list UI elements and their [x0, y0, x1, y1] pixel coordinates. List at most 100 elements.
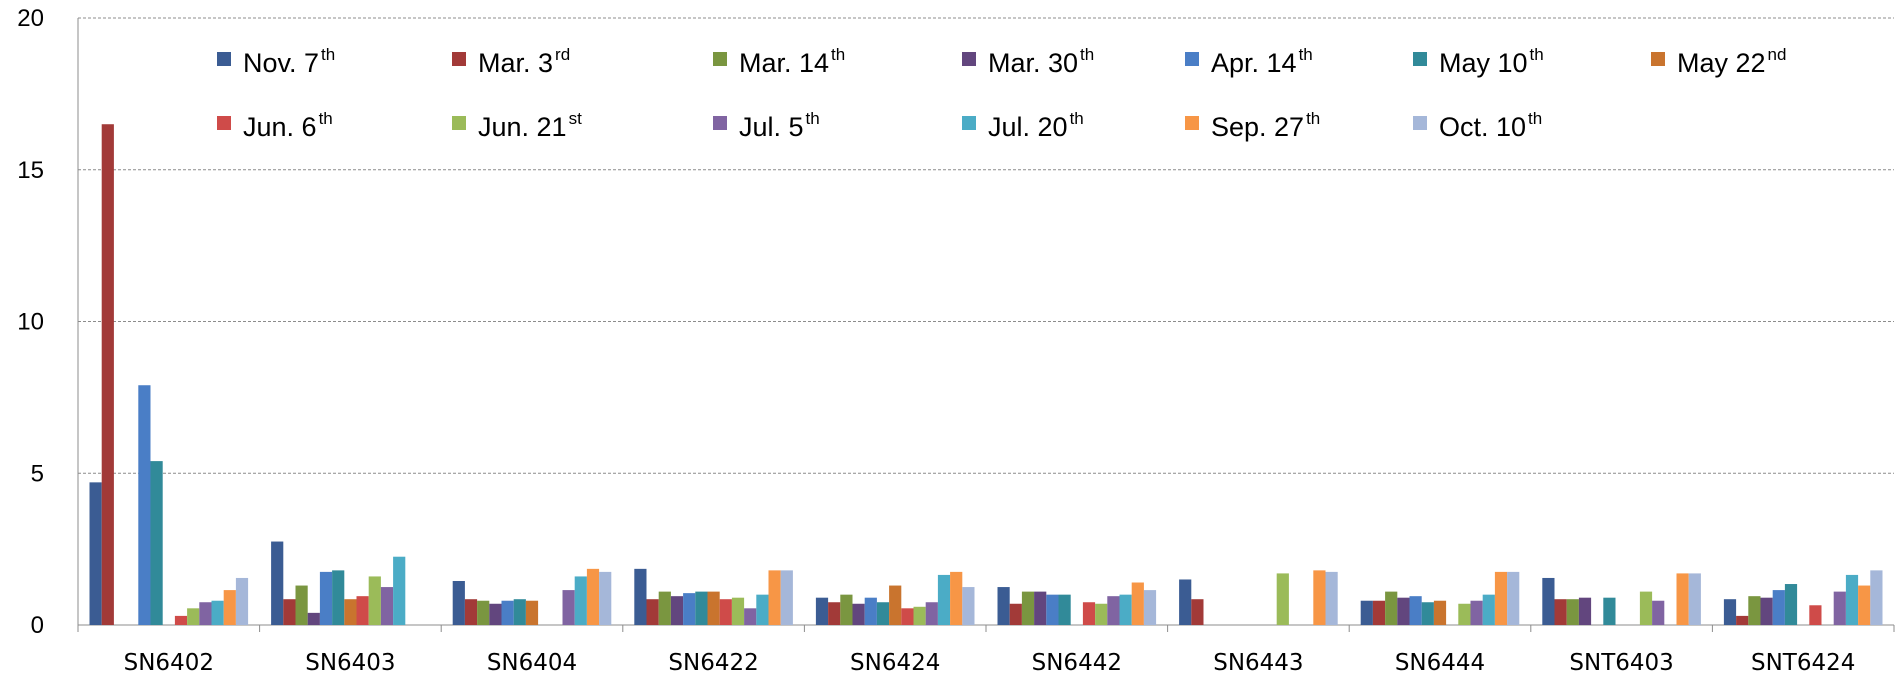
bar: [1688, 573, 1701, 625]
bar: [937, 574, 951, 625]
bar: [997, 587, 1010, 625]
legend-swatch: [1413, 52, 1427, 66]
legend-label-text: Sep. 27: [1211, 112, 1304, 142]
bar: [1652, 600, 1665, 625]
x-tick-label: SN6424: [850, 650, 940, 676]
bar: [1095, 603, 1108, 625]
bar: [1639, 591, 1653, 625]
x-tick-label: SNT6424: [1751, 650, 1855, 676]
bar: [332, 570, 345, 625]
bar: [1433, 600, 1447, 625]
bar: [1325, 571, 1338, 625]
bar: [756, 594, 769, 625]
bar: [1034, 591, 1047, 625]
legend-label-text: Mar. 30: [988, 48, 1078, 78]
bar: [1784, 584, 1798, 625]
bar: [599, 571, 612, 625]
bar: [1046, 594, 1059, 625]
bar: [1276, 573, 1289, 625]
bar: [646, 599, 659, 625]
legend-swatch: [1185, 116, 1199, 130]
bar: [719, 599, 732, 625]
legend-label-text: Mar. 14: [739, 48, 829, 78]
bar: [150, 461, 163, 625]
legend-swatch: [217, 116, 231, 130]
bar: [574, 576, 587, 625]
bar: [1409, 596, 1422, 625]
bar: [393, 556, 406, 625]
bar: [695, 591, 708, 625]
bar: [707, 591, 720, 625]
legend-swatch: [962, 52, 976, 66]
bar: [815, 597, 829, 625]
legend-label-superscript: th: [1530, 45, 1544, 64]
y-tick-label: 5: [31, 460, 44, 487]
legend-label-text: May 10: [1439, 48, 1528, 78]
x-axis: SN6402 SN6403 SN6404 SN6422 SN6424 SN6442 SN64…: [77, 624, 1895, 676]
bar: [840, 594, 853, 625]
legend-label-superscript: nd: [1768, 45, 1787, 64]
bar: [768, 570, 781, 625]
bar: [211, 600, 224, 625]
bar: [962, 587, 975, 625]
legend-label-text: Oct. 10: [1439, 112, 1526, 142]
x-tick-label: SN6403: [305, 650, 395, 676]
legend-swatch: [452, 52, 466, 66]
bar: [1372, 600, 1386, 625]
bar: [1082, 602, 1096, 625]
bar: [950, 571, 963, 625]
bar: [828, 602, 841, 625]
legend-label-superscript: th: [321, 45, 335, 64]
legend-label-text: Jul. 20: [988, 112, 1068, 142]
legend-swatch: [962, 116, 976, 130]
bar: [562, 590, 575, 625]
legend-label-superscript: th: [1299, 45, 1313, 64]
bar: [852, 603, 865, 625]
y-tick-label: 20: [17, 5, 44, 32]
y-tick-label: 15: [17, 157, 44, 184]
bar: [1313, 570, 1326, 625]
bar: [199, 602, 212, 625]
bar: [634, 568, 647, 625]
bar: [731, 597, 745, 625]
x-tick-label: SN6422: [668, 650, 758, 676]
bar: [1458, 603, 1471, 625]
bar: [889, 585, 902, 625]
bar: [1021, 591, 1035, 625]
bar: [1421, 602, 1434, 625]
bars: [89, 124, 1883, 625]
bar: [864, 597, 877, 625]
bar: [489, 603, 502, 625]
bar: [744, 608, 757, 625]
x-tick-label: SN6404: [487, 650, 577, 676]
bar: [1554, 599, 1567, 625]
bar: [1470, 600, 1483, 625]
bar: [1603, 597, 1616, 625]
x-tick-label: SN6402: [124, 650, 214, 676]
bar: [1009, 603, 1022, 625]
bar: [101, 124, 114, 625]
bar: [1870, 570, 1883, 625]
y-tick-label: 0: [31, 612, 44, 639]
legend-label-superscript: rd: [555, 45, 570, 64]
bar: [1736, 615, 1749, 625]
bar: [138, 385, 151, 625]
bar: [1360, 600, 1373, 625]
legend-label-superscript: th: [806, 109, 820, 128]
legend-swatch: [1413, 116, 1427, 130]
bar: [307, 612, 320, 625]
